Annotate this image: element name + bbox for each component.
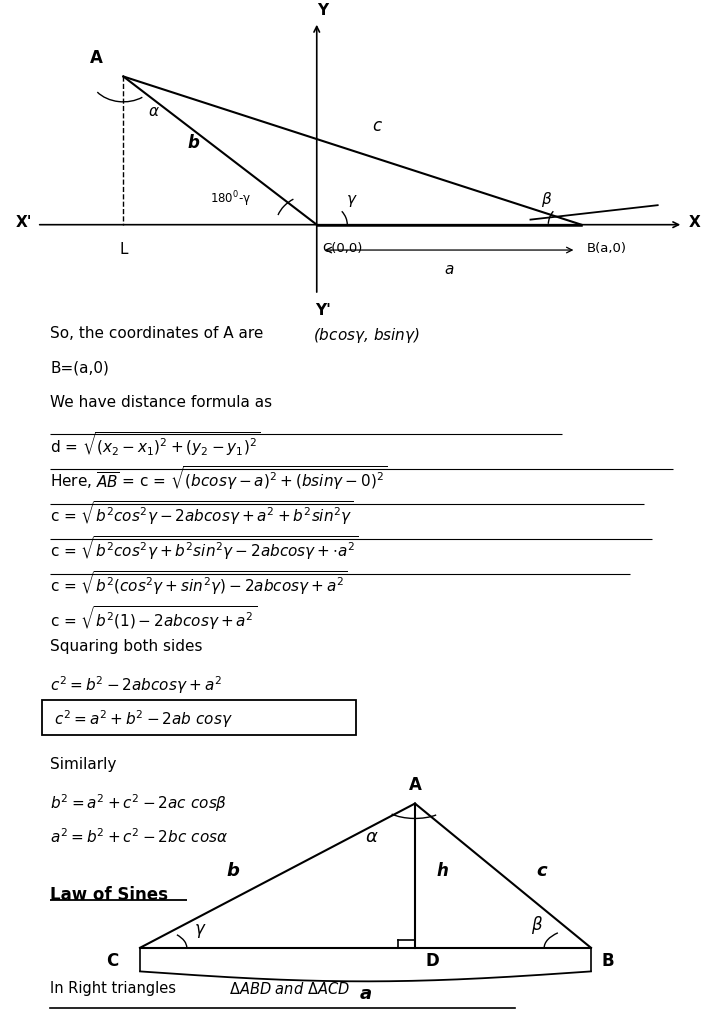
Text: β: β [531,916,541,935]
Text: $c^2 = a^2 + b^2 - 2ab\ cos\gamma$: $c^2 = a^2 + b^2 - 2ab\ cos\gamma$ [54,709,233,731]
Text: Y: Y [318,3,328,18]
Text: $b^2 = a^2 + c^2 - 2ac\ cos\beta$: $b^2 = a^2 + c^2 - 2ac\ cos\beta$ [50,792,228,814]
Text: X: X [688,215,700,230]
Text: B: B [602,952,615,969]
Text: c = $\sqrt{b^2cos^2\gamma - 2abcos\gamma + a^2 + b^2sin^2\gamma}$: c = $\sqrt{b^2cos^2\gamma - 2abcos\gamma… [50,500,354,527]
FancyBboxPatch shape [42,699,356,735]
Text: $c^2 = b^2 - 2abcos\gamma + a^2$: $c^2 = b^2 - 2abcos\gamma + a^2$ [50,674,222,695]
Text: c = $\sqrt{b^2cos^2\gamma + b^2sin^2\gamma - 2abcos\gamma + \mathregular{\cdot}a: c = $\sqrt{b^2cos^2\gamma + b^2sin^2\gam… [50,534,359,562]
Text: c: c [536,861,546,880]
Text: $180^0$-γ: $180^0$-γ [210,189,251,209]
Text: So, the coordinates of A are: So, the coordinates of A are [50,326,269,341]
Text: α: α [365,829,377,846]
Text: C: C [106,952,118,969]
Text: L: L [119,242,127,258]
Text: Law of Sines: Law of Sines [50,887,168,904]
Text: α: α [149,104,159,119]
Text: A: A [408,776,421,794]
Text: a: a [444,262,454,277]
Text: b: b [226,861,239,880]
Text: b: b [188,133,199,152]
Text: B(a,0): B(a,0) [587,242,626,256]
Text: X': X' [15,215,32,230]
Text: c: c [373,117,382,135]
Text: A: A [90,49,103,67]
Text: γ: γ [347,192,356,207]
Text: D: D [426,952,440,969]
Text: $\Delta ABD$ and $\Delta ACD$: $\Delta ABD$ and $\Delta ACD$ [229,981,350,998]
Text: B=(a,0): B=(a,0) [50,360,109,376]
Text: Here, $\overline{AB}$ = c = $\sqrt{(bcos\gamma - a)^2 + (bsin\gamma - 0)^2}$: Here, $\overline{AB}$ = c = $\sqrt{(bcos… [50,465,388,493]
Text: c = $\sqrt{b^2(cos^2\gamma + sin^2\gamma) - 2abcos\gamma + a^2}$: c = $\sqrt{b^2(cos^2\gamma + sin^2\gamma… [50,569,348,597]
Text: β: β [541,192,551,207]
Text: a: a [359,985,372,1003]
Text: C(0,0): C(0,0) [322,242,362,256]
Text: γ: γ [195,920,205,938]
Text: In Right triangles: In Right triangles [50,981,181,997]
Text: ($bcos\gamma$, $bsin\gamma$): ($bcos\gamma$, $bsin\gamma$) [313,326,420,345]
Text: We have distance formula as: We have distance formula as [50,395,273,410]
Text: Similarly: Similarly [50,757,117,773]
Text: Y': Y' [315,302,330,318]
Text: h: h [437,861,449,880]
Text: $a^2 = b^2 + c^2 - 2bc\ cos\alpha$: $a^2 = b^2 + c^2 - 2bc\ cos\alpha$ [50,827,228,846]
Text: c = $\sqrt{b^2(1) - 2abcos\gamma + a^2}$: c = $\sqrt{b^2(1) - 2abcos\gamma + a^2}$ [50,605,258,632]
Text: d = $\sqrt{(x_2 - x_1)^2 + (y_2 - y_1)^2}$: d = $\sqrt{(x_2 - x_1)^2 + (y_2 - y_1)^2… [50,431,261,458]
Text: Squaring both sides: Squaring both sides [50,639,203,655]
